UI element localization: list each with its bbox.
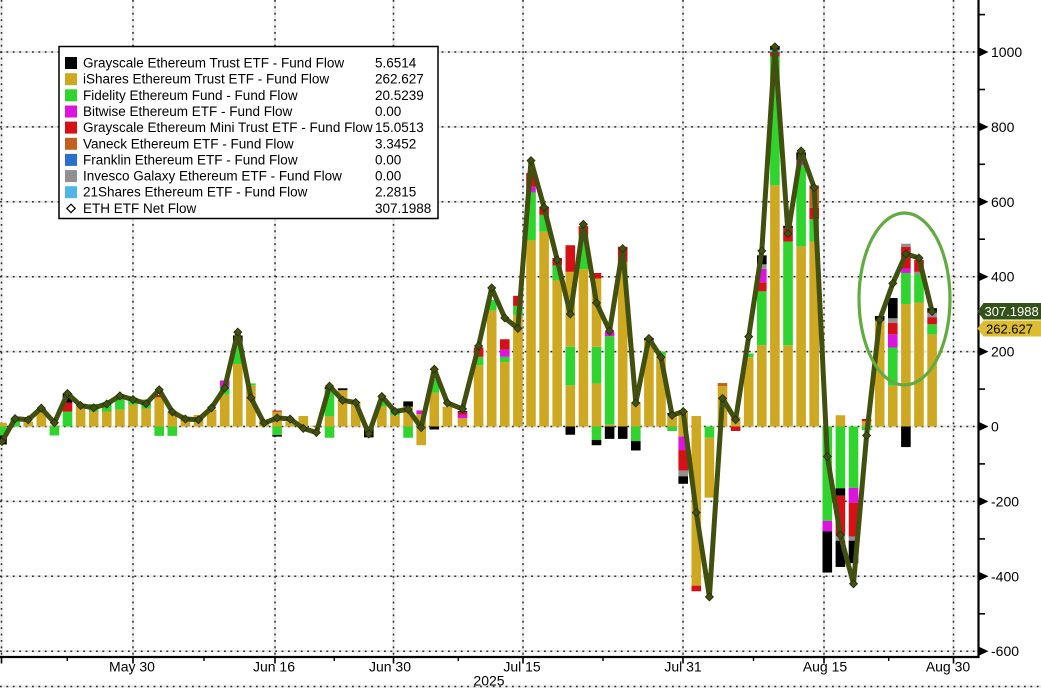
svg-text:1000: 1000 — [991, 44, 1022, 60]
svg-text:21Shares Ethereum ETF - Fund F: 21Shares Ethereum ETF - Fund Flow — [83, 185, 308, 200]
svg-text:Vaneck Ethereum ETF - Fund Flo: Vaneck Ethereum ETF - Fund Flow — [83, 136, 294, 151]
svg-text:-200: -200 — [991, 493, 1019, 509]
svg-text:800: 800 — [991, 119, 1015, 135]
svg-text:400: 400 — [991, 269, 1015, 285]
svg-text:15.0513: 15.0513 — [375, 120, 424, 135]
svg-text:2025: 2025 — [473, 673, 504, 688]
svg-text:262.627: 262.627 — [375, 72, 424, 87]
svg-text:Jul 15: Jul 15 — [503, 659, 541, 675]
svg-text:Jun 30: Jun 30 — [369, 659, 411, 675]
svg-text:Jul 31: Jul 31 — [664, 659, 702, 675]
svg-text:Grayscale Ethereum Mini Trust: Grayscale Ethereum Mini Trust ETF - Fund… — [83, 120, 373, 135]
svg-text:0.00: 0.00 — [375, 152, 401, 167]
svg-text:iShares Ethereum Trust ETF - F: iShares Ethereum Trust ETF - Fund Flow — [83, 72, 329, 87]
svg-text:0.00: 0.00 — [375, 104, 401, 119]
svg-text:-400: -400 — [991, 568, 1019, 584]
svg-text:Franklin Ethereum ETF - Fund F: Franklin Ethereum ETF - Fund Flow — [83, 152, 298, 167]
svg-text:5.6514: 5.6514 — [375, 56, 417, 71]
svg-text:-600: -600 — [991, 643, 1019, 659]
svg-text:Aug 15: Aug 15 — [803, 659, 848, 675]
svg-text:Fidelity Ethereum Fund - Fund: Fidelity Ethereum Fund - Fund Flow — [83, 88, 298, 103]
svg-text:Bitwise Ethereum ETF - Fund Fl: Bitwise Ethereum ETF - Fund Flow — [83, 104, 293, 119]
svg-text:Invesco Galaxy Ethereum ETF -: Invesco Galaxy Ethereum ETF - Fund Flow — [83, 169, 342, 184]
svg-text:May 30: May 30 — [109, 659, 155, 675]
svg-text:307.1988: 307.1988 — [375, 201, 431, 216]
svg-text:307.1988: 307.1988 — [985, 304, 1039, 319]
svg-text:Aug 30: Aug 30 — [926, 659, 971, 675]
svg-text:0: 0 — [991, 419, 999, 435]
svg-text:200: 200 — [991, 344, 1015, 360]
svg-text:ETH ETF Net Flow: ETH ETF Net Flow — [83, 201, 197, 216]
svg-text:2.2815: 2.2815 — [375, 185, 416, 200]
svg-text:3.3452: 3.3452 — [375, 136, 416, 151]
svg-text:20.5239: 20.5239 — [375, 88, 424, 103]
svg-text:0.00: 0.00 — [375, 169, 401, 184]
svg-text:600: 600 — [991, 194, 1015, 210]
svg-text:Grayscale Ethereum Trust ETF -: Grayscale Ethereum Trust ETF - Fund Flow — [83, 56, 344, 71]
svg-text:262.627: 262.627 — [986, 322, 1033, 337]
svg-text:Jun 16: Jun 16 — [253, 659, 295, 675]
